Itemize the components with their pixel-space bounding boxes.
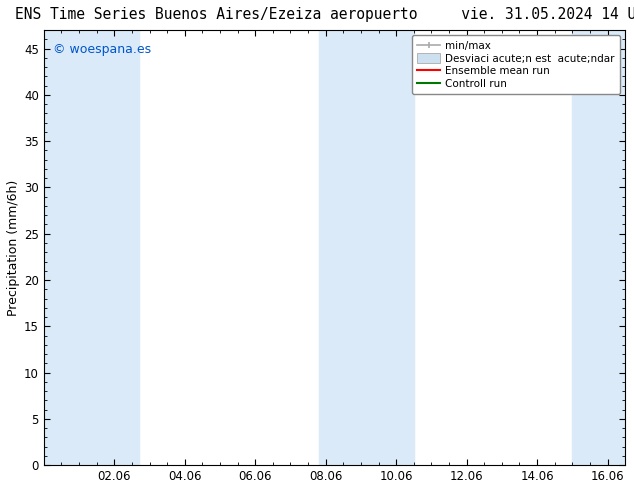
Bar [319,30,414,465]
Legend: min/max, Desviaci acute;n est  acute;ndar, Ensemble mean run, Controll run: min/max, Desviaci acute;n est acute;ndar… [412,35,620,95]
Y-axis label: Precipitation (mm/6h): Precipitation (mm/6h) [7,179,20,316]
Text: © woespana.es: © woespana.es [53,43,151,56]
Title: ENS Time Series Buenos Aires/Ezeiza aeropuerto     vie. 31.05.2024 14 UTC: ENS Time Series Buenos Aires/Ezeiza aero… [15,7,634,22]
Bar [573,30,625,465]
Bar [44,30,139,465]
